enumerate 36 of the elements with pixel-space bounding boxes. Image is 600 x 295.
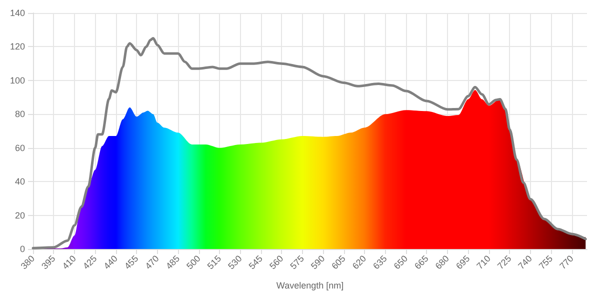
x-tick-label: 485 — [164, 253, 182, 272]
x-tick-label: 470 — [143, 253, 161, 272]
x-tick-label: 680 — [433, 253, 451, 272]
x-tick-label: 635 — [371, 253, 389, 272]
x-tick-label: 455 — [122, 253, 140, 272]
x-tick-label: 605 — [330, 253, 348, 272]
y-tick-label: 60 — [14, 142, 25, 153]
y-tick-label: 100 — [10, 75, 25, 86]
x-tick-label: 410 — [60, 253, 78, 272]
x-tick-label: 695 — [454, 253, 472, 272]
x-tick-label: 575 — [288, 253, 306, 272]
x-tick-label: 755 — [536, 253, 555, 272]
y-tick-label: 0 — [20, 244, 25, 254]
x-tick-label: 425 — [81, 253, 99, 272]
y-tick-label: 80 — [14, 109, 25, 120]
y-tick-label: 120 — [10, 42, 25, 52]
y-tick-label: 20 — [14, 210, 25, 220]
x-axis-title: Wavelength [nm] — [276, 280, 344, 290]
x-tick-label: 500 — [184, 253, 202, 272]
x-tick-label: 725 — [495, 253, 514, 272]
x-tick-label: 545 — [246, 253, 264, 272]
x-tick-label: 740 — [516, 253, 534, 272]
x-tick-label: 620 — [350, 253, 368, 272]
x-tick-label: 530 — [226, 253, 244, 272]
x-tick-label: 665 — [412, 253, 430, 272]
x-tick-label: 560 — [268, 253, 286, 272]
x-tick-label: 440 — [102, 253, 120, 272]
y-tick-label: 40 — [14, 176, 25, 187]
x-tick-label: 590 — [308, 253, 327, 272]
x-tick-label: 710 — [474, 253, 492, 272]
x-tick-label: 515 — [205, 253, 224, 272]
x-tick-label: 395 — [40, 253, 58, 272]
x-tick-label: 380 — [18, 253, 37, 272]
x-tick-label: 770 — [558, 253, 576, 272]
x-tick-label: 650 — [392, 253, 410, 272]
y-tick-label: 140 — [10, 8, 25, 18]
